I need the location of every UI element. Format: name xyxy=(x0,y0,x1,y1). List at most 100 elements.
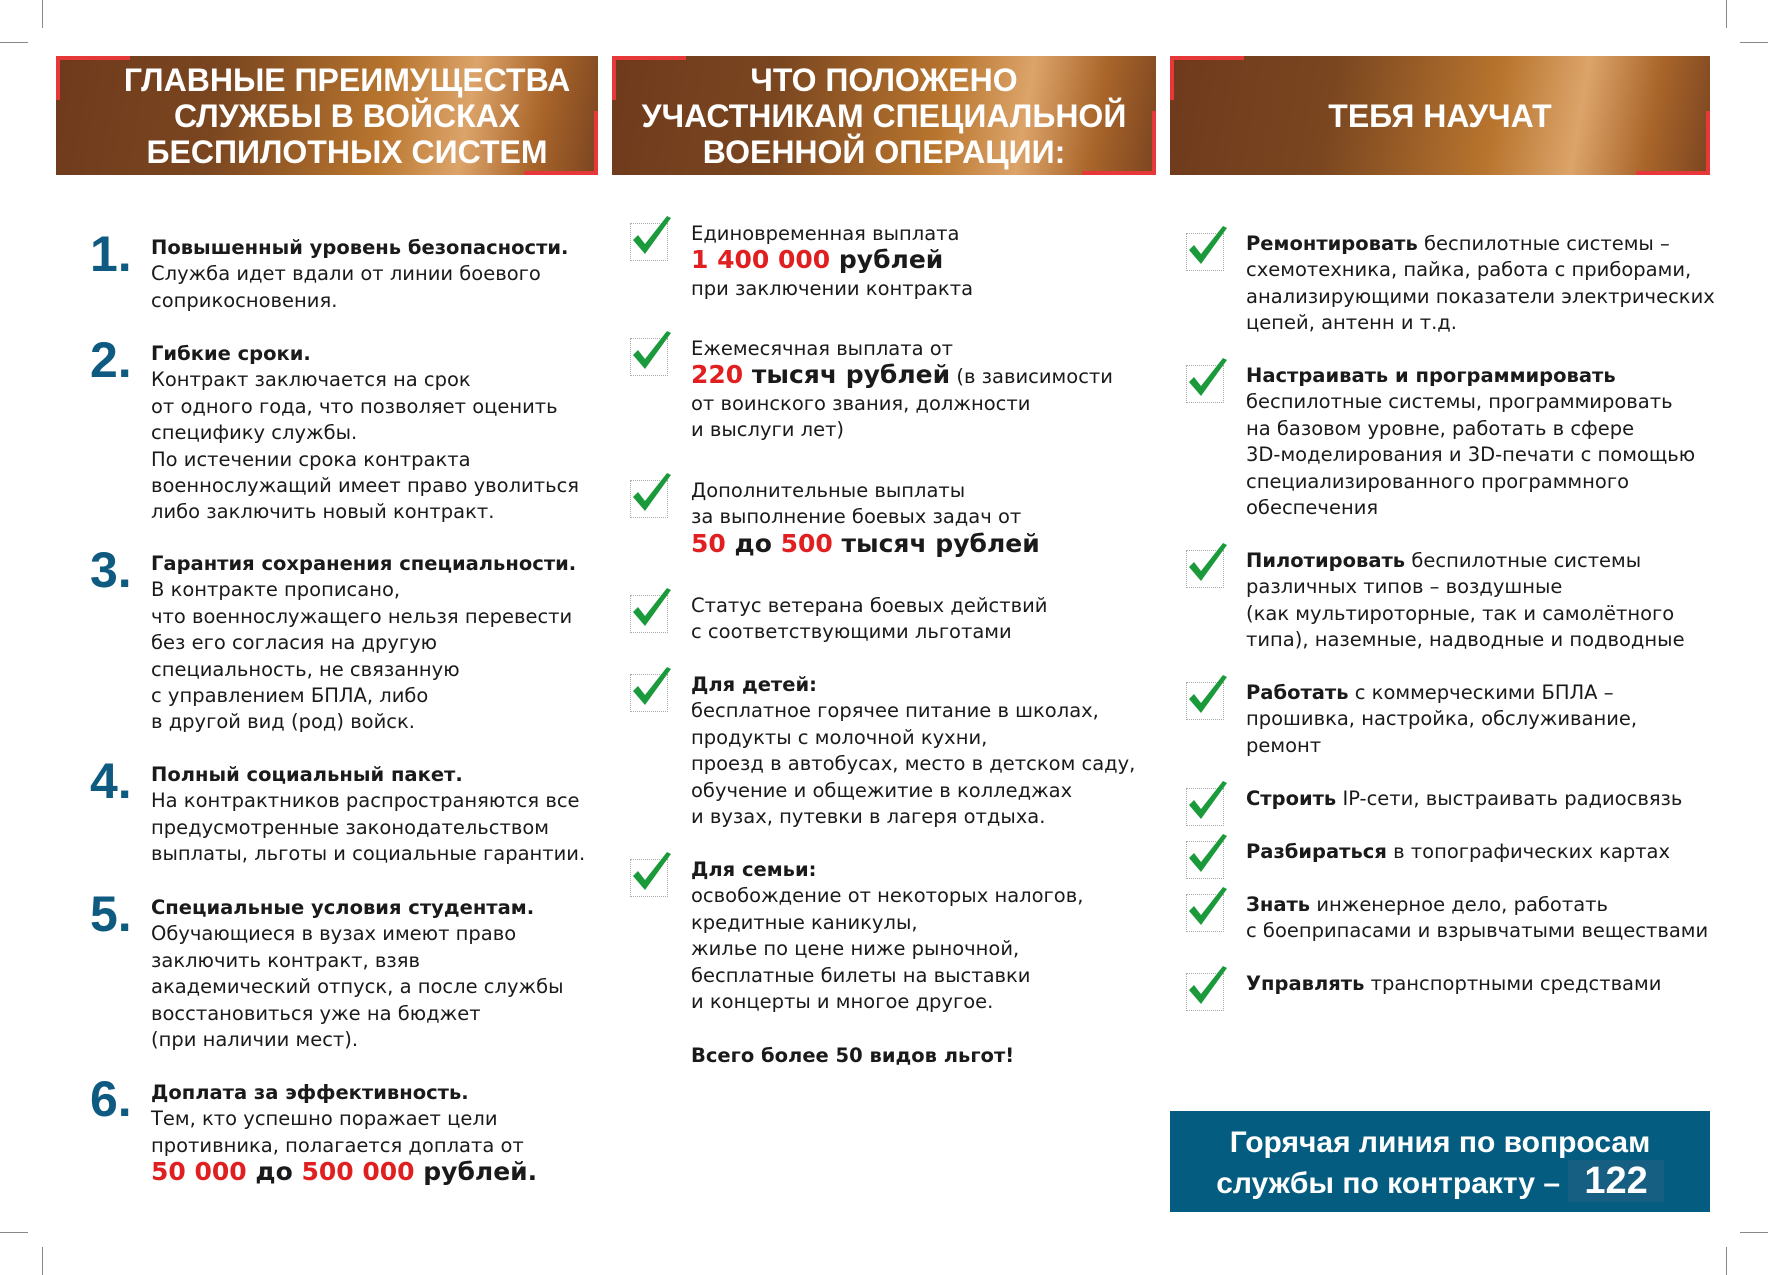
benefit-item: Единовременная выплата 1 400 000 рублей … xyxy=(691,221,973,302)
item-number: 4. xyxy=(90,753,132,809)
hotline-banner: Горячая линия по вопросам службы по конт… xyxy=(1170,1111,1710,1212)
item-text: инженерное дело, работать с боеприпасами… xyxy=(1246,893,1709,943)
crop-mark xyxy=(42,1247,43,1275)
item-text: Настраивать и программировать xyxy=(1246,364,1616,387)
item-text: Для детей: xyxy=(691,673,817,696)
item-number: 1. xyxy=(90,226,132,282)
item-text: На контрактников распространяются все пр… xyxy=(151,789,586,866)
benefit-item: Для детей: бесплатное горячее питание в … xyxy=(691,672,1135,830)
checkmark-icon xyxy=(630,588,671,633)
item-text: Для семьи: xyxy=(691,858,817,881)
item-text: Тем, кто успешно поражает цели противник… xyxy=(151,1107,524,1157)
item-text: тысяч рублей xyxy=(743,360,951,390)
benefit-item: Ежемесячная выплата от 220 тысяч рублей … xyxy=(691,336,1113,444)
advantage-item: Полный социальный пакет. На контрактнико… xyxy=(151,762,585,868)
crop-mark xyxy=(1726,1247,1727,1275)
crop-mark xyxy=(1726,0,1727,28)
skill-item: Разбираться в топографических картах xyxy=(1246,839,1670,865)
item-text: (в зависимости от воинского звания, долж… xyxy=(691,365,1113,442)
item-text: тысяч рублей xyxy=(832,528,1040,558)
item-text: рублей. xyxy=(414,1157,538,1187)
item-text: 500 000 xyxy=(301,1157,415,1187)
hotline-text: Горячая линия по вопросам службы по конт… xyxy=(1216,1126,1651,1200)
checkmark-icon xyxy=(1186,887,1227,932)
checkmark-icon xyxy=(630,331,671,376)
item-text: 1 400 000 xyxy=(691,245,831,275)
item-text: транспортными средствами xyxy=(1364,972,1662,995)
advantage-item: Гарантия сохранения специальности. В кон… xyxy=(151,551,576,736)
checkmark-icon xyxy=(630,852,671,897)
item-number: 2. xyxy=(90,332,132,388)
skill-item: Управлять транспортными средствами xyxy=(1246,971,1661,997)
advantage-item: Гибкие сроки. Контракт заключается на ср… xyxy=(151,341,579,526)
item-text: Повышенный уровень безопасности. xyxy=(151,236,569,259)
item-text: Работать xyxy=(1246,681,1349,704)
item-text: беспилотные системы различных типов – во… xyxy=(1246,549,1685,652)
checkmark-icon xyxy=(1186,543,1227,588)
item-number: 6. xyxy=(90,1071,132,1127)
checkmark-icon xyxy=(1186,226,1227,271)
item-text: Разбираться xyxy=(1246,840,1387,863)
item-text: рублей xyxy=(838,245,944,275)
item-text: беспилотные системы – схемотехника, пайк… xyxy=(1246,232,1715,335)
item-text: освобождение от некоторых налогов, креди… xyxy=(691,884,1084,1014)
item-text: до xyxy=(246,1157,302,1187)
checkmark-icon xyxy=(1186,358,1227,403)
crop-mark xyxy=(1740,42,1768,43)
advantage-item: Повышенный уровень безопасности. Служба … xyxy=(151,235,568,314)
item-number: 5. xyxy=(90,886,132,942)
item-text: Управлять xyxy=(1246,972,1365,995)
checkmark-icon xyxy=(1186,675,1227,720)
item-text: Специальные условия студентам. xyxy=(151,896,535,919)
item-text: Статус ветерана боевых действий с соотве… xyxy=(691,594,1048,644)
skill-item: Строить IP-сети, выстраивать радиосвязь xyxy=(1246,786,1682,812)
item-text: Гибкие сроки. xyxy=(151,342,311,365)
item-text: с коммерческими БПЛА – прошивка, настрой… xyxy=(1246,681,1638,757)
item-text: Единовременная выплата xyxy=(691,222,960,245)
checkmark-icon xyxy=(630,216,671,261)
header-skills: ТЕБЯ НАУЧАТ xyxy=(1170,56,1710,175)
item-text: 500 xyxy=(780,528,833,558)
skill-item: Пилотировать беспилотные системы различн… xyxy=(1246,548,1685,654)
item-text: Строить xyxy=(1246,787,1337,810)
item-text: В контракте прописано, что военнослужаще… xyxy=(151,578,573,734)
item-text: Контракт заключается на срок от одного г… xyxy=(151,368,580,524)
checkmark-icon xyxy=(1186,966,1227,1011)
item-text: в топографических картах xyxy=(1386,840,1671,863)
benefit-item: Статус ветерана боевых действий с соотве… xyxy=(691,593,1047,646)
item-text: IP-сети, выстраивать радиосвязь xyxy=(1336,787,1683,810)
skill-item: Ремонтировать беспилотные системы – схем… xyxy=(1246,231,1715,337)
skill-item: Знать инженерное дело, работать с боепри… xyxy=(1246,892,1708,945)
advantage-item: Специальные условия студентам. Обучающие… xyxy=(151,895,564,1053)
crop-mark xyxy=(42,0,43,28)
hotline-number[interactable]: 122 xyxy=(1568,1160,1664,1202)
item-text: Служба идет вдали от линии боевого сопри… xyxy=(151,262,541,312)
benefits-total: Всего более 50 видов льгот! xyxy=(691,1044,1015,1067)
item-text: Доплата за эффективность. xyxy=(151,1081,469,1104)
item-text: 50 xyxy=(691,528,726,558)
crop-mark xyxy=(1740,1232,1768,1233)
item-text: 50 000 xyxy=(151,1157,247,1187)
item-text: Ремонтировать xyxy=(1246,232,1418,255)
checkmark-icon xyxy=(630,473,671,518)
benefit-item: Дополнительные выплаты за выполнение бое… xyxy=(691,478,1040,559)
item-text: Знать xyxy=(1246,893,1311,916)
skill-item: Работать с коммерческими БПЛА – прошивка… xyxy=(1246,680,1637,759)
checkmark-icon xyxy=(1186,781,1227,826)
item-text: бесплатное горячее питание в школах, про… xyxy=(691,699,1136,829)
checkmark-icon xyxy=(1186,834,1227,879)
item-text: Обучающиеся в вузах имеют право заключит… xyxy=(151,922,564,1052)
item-text: Дополнительные выплаты за выполнение бое… xyxy=(691,479,1022,529)
item-number: 3. xyxy=(90,542,132,598)
header-benefits: ЧТО ПОЛОЖЕНО УЧАСТНИКАМ СПЕЦИАЛЬНОЙ ВОЕН… xyxy=(612,56,1156,175)
crop-mark xyxy=(0,1232,28,1233)
item-text: Полный социальный пакет. xyxy=(151,763,463,786)
checkmark-icon xyxy=(630,667,671,712)
skill-item: Настраивать и программировать беспилотны… xyxy=(1246,363,1695,521)
crop-mark xyxy=(0,42,28,43)
advantage-item: Доплата за эффективность. Тем, кто успеш… xyxy=(151,1080,537,1188)
item-text: при заключении контракта xyxy=(691,276,974,300)
item-text: 220 xyxy=(691,360,744,390)
item-text: Пилотировать xyxy=(1246,549,1406,572)
